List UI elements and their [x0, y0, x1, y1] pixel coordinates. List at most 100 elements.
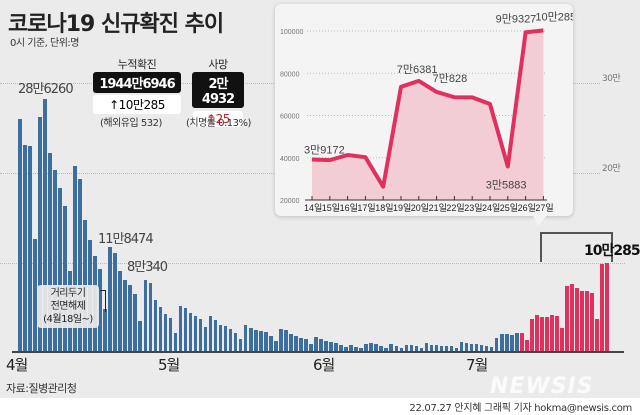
peak-label-1: 28만6260	[18, 82, 74, 97]
x-axis	[12, 351, 624, 353]
bar	[163, 313, 168, 351]
bar	[213, 320, 218, 351]
bar	[218, 324, 223, 351]
bar	[158, 306, 163, 351]
bar	[459, 342, 464, 351]
bar	[248, 327, 253, 351]
bar	[464, 342, 469, 351]
inset-x-label: 22일	[446, 203, 464, 213]
bar	[469, 343, 474, 351]
bar	[444, 345, 449, 351]
bar	[379, 346, 384, 351]
stat-deaths-delta: ↑25	[193, 111, 243, 127]
inset-line-chart: 100000 80000 60000 40000 20000 14일 15일 16일 17일 18…	[275, 4, 576, 216]
bar	[193, 316, 198, 351]
inset-x-label: 25일	[500, 203, 518, 213]
annotation-line3: (4월18일~)	[43, 314, 93, 325]
bar	[525, 339, 529, 351]
inset-x-label: 27일	[535, 203, 553, 213]
bar	[228, 328, 233, 351]
bar	[284, 329, 288, 351]
bar	[555, 315, 559, 351]
highlight-bracket	[540, 232, 613, 262]
bar	[148, 283, 153, 351]
bar	[233, 332, 238, 351]
infographic: 30만 20만 4월 5월 6월 7월 28만6260 11만8474 8만34…	[0, 0, 640, 398]
inset-annotation: 7만828	[433, 72, 468, 85]
stat-cumulative-note: (해외유입 532)	[100, 118, 162, 129]
bar	[404, 345, 409, 351]
bar	[294, 336, 298, 351]
bar	[585, 290, 589, 351]
bar	[590, 293, 594, 351]
stat-deaths-label: 사망	[208, 58, 228, 71]
bar	[274, 341, 278, 351]
stat-deaths-value: 2만4932	[192, 72, 244, 108]
bar	[489, 346, 494, 351]
inset-x-label: 24일	[482, 203, 500, 213]
bar	[128, 284, 133, 351]
credit-line: 22.07.27 안지혜 그래픽 기자 hokma@newsis.com	[409, 403, 632, 414]
bar	[575, 288, 579, 351]
bar	[354, 346, 358, 351]
inset-annotation: 10만285	[535, 10, 573, 23]
inset-annotation: 3만5883	[486, 178, 527, 191]
annotation-box: 거리두기 전면해제 (4월18일~)	[37, 285, 99, 328]
annotation-line2: 전면해제	[50, 301, 86, 312]
bar	[419, 347, 424, 351]
bar	[98, 269, 102, 351]
bar	[279, 328, 283, 351]
inset-annotation: 7만6381	[397, 63, 438, 76]
stat-cumulative: 누적확진 1944만6946 ↑10만285	[90, 56, 184, 114]
bar	[113, 253, 117, 351]
bar	[414, 345, 419, 351]
stat-deaths: 사망 2만4932 ↑25	[192, 56, 244, 127]
bar	[304, 339, 308, 351]
inset-x-label: 14일	[304, 203, 322, 213]
bar	[484, 345, 489, 351]
bar	[133, 294, 138, 351]
bar	[299, 337, 303, 351]
bar	[243, 324, 248, 351]
peak-label-2: 11만8474	[98, 232, 154, 247]
bar	[429, 344, 434, 351]
bar	[43, 99, 47, 351]
bar	[359, 347, 363, 351]
bar	[580, 290, 584, 351]
bar	[168, 317, 173, 351]
inset-y-tick: 100000	[280, 29, 303, 36]
bar	[374, 344, 378, 351]
bar	[18, 118, 22, 351]
bar	[389, 343, 394, 351]
newsis-logo: NEWSIS	[490, 374, 594, 398]
inset-x-label: 16일	[340, 203, 358, 213]
gridline-100k	[0, 263, 625, 264]
inset-x-label: 23일	[464, 203, 482, 213]
page-title: 코로나19 신규확진 추이	[8, 12, 224, 37]
stat-cumulative-value: 1944만6946	[93, 72, 181, 93]
bar	[269, 335, 273, 351]
inset-annotation: 9만9327	[496, 12, 537, 25]
month-label-may: 5월	[158, 356, 180, 374]
inset-pointer	[532, 214, 548, 226]
bar	[38, 116, 42, 351]
bar	[384, 347, 389, 351]
bar	[108, 246, 112, 351]
bar	[509, 334, 514, 351]
inset-y-tick: 60000	[280, 114, 300, 121]
bar	[595, 319, 599, 351]
bar	[605, 262, 609, 351]
bar	[474, 343, 479, 351]
inset-x-label: 17일	[357, 203, 375, 213]
month-label-apr: 4월	[6, 356, 28, 374]
bar	[540, 316, 544, 351]
bar	[28, 146, 32, 351]
bar	[499, 333, 504, 351]
bar	[535, 315, 539, 351]
inset-area	[312, 30, 544, 201]
bar	[198, 319, 203, 351]
bar	[449, 345, 454, 351]
bar	[53, 170, 57, 351]
stat-deaths-note: (치명률 0.13%)	[186, 118, 251, 129]
bar	[173, 333, 178, 351]
